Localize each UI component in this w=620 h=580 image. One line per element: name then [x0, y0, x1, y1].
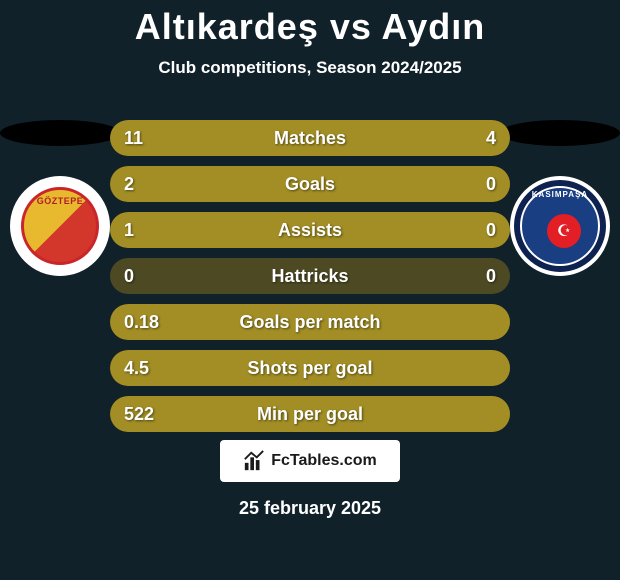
stat-row: 0Hattricks0 [110, 258, 510, 294]
stat-value-right: 0 [486, 220, 496, 241]
stat-row: 11Matches4 [110, 120, 510, 156]
shadow-ellipse-icon [500, 120, 620, 146]
shadow-ellipse-icon [0, 120, 120, 146]
crest-right-icon: KASIMPAŞA ☪ [510, 176, 610, 276]
stat-label: Assists [110, 220, 510, 241]
stat-row: 1Assists0 [110, 212, 510, 248]
player-right-badge: KASIMPAŞA ☪ [500, 120, 620, 276]
stat-value-right: 0 [486, 266, 496, 287]
stat-value-right: 4 [486, 128, 496, 149]
stat-label: Min per goal [110, 404, 510, 425]
date-label: 25 february 2025 [0, 498, 620, 519]
comparison-bars: 11Matches42Goals01Assists00Hattricks00.1… [110, 120, 510, 442]
stat-value-right: 0 [486, 174, 496, 195]
stat-row: 522Min per goal [110, 396, 510, 432]
page-subtitle: Club competitions, Season 2024/2025 [0, 58, 620, 78]
stat-row: 2Goals0 [110, 166, 510, 202]
stat-label: Matches [110, 128, 510, 149]
player-left-badge: GÖZTEPE [0, 120, 120, 276]
watermark: FcTables.com [220, 440, 400, 482]
watermark-text: FcTables.com [271, 452, 377, 470]
crest-left-label: GÖZTEPE [24, 196, 96, 206]
crest-left-icon: GÖZTEPE [10, 176, 110, 276]
stat-label: Shots per goal [110, 358, 510, 379]
turkish-flag-icon: ☪ [547, 214, 581, 248]
stat-label: Goals [110, 174, 510, 195]
page-title: Altıkardeş vs Aydın [0, 0, 620, 48]
bar-chart-icon [243, 450, 265, 472]
stat-label: Hattricks [110, 266, 510, 287]
stat-label: Goals per match [110, 312, 510, 333]
stat-row: 4.5Shots per goal [110, 350, 510, 386]
crest-right-label: KASIMPAŞA [514, 190, 606, 199]
stat-row: 0.18Goals per match [110, 304, 510, 340]
